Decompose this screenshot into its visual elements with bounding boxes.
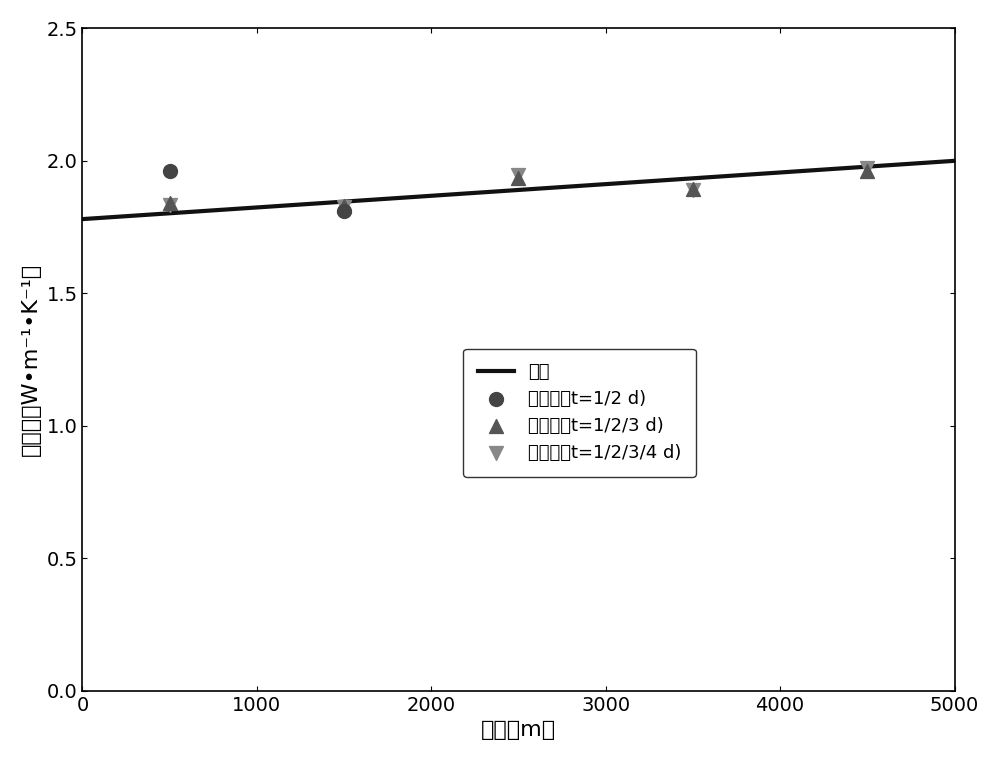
计算値（t=1/2 d): [336, 205, 352, 217]
计算値（t=1/2/3/4 d): [162, 199, 178, 211]
计算値（t=1/2/3/4 d): [685, 184, 701, 196]
计算値（t=1/2/3 d): [859, 164, 875, 177]
计算値（t=1/2/3/4 d): [859, 162, 875, 174]
计算値（t=1/2/3 d): [510, 172, 526, 184]
计算値（t=1/2/3 d): [336, 200, 352, 212]
计算値（t=1/2/3 d): [685, 183, 701, 195]
Legend: 真値, 计算値（t=1/2 d), 计算値（t=1/2/3 d), 计算値（t=1/2/3/4 d): 真値, 计算値（t=1/2 d), 计算値（t=1/2/3 d), 计算値（t=…: [463, 349, 696, 476]
计算値（t=1/2/3/4 d): [336, 201, 352, 213]
Y-axis label: 热导率（W•m⁻¹•K⁻¹）: 热导率（W•m⁻¹•K⁻¹）: [21, 263, 41, 456]
计算値（t=1/2/3/4 d): [510, 169, 526, 181]
计算値（t=1/2 d): [162, 165, 178, 177]
X-axis label: 井深（m）: 井深（m）: [481, 720, 556, 740]
计算値（t=1/2/3 d): [162, 197, 178, 209]
